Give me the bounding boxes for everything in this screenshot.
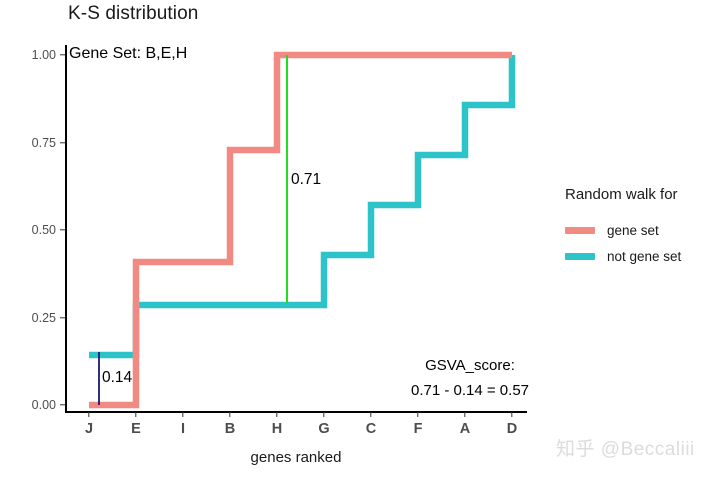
y-axis-line [65,45,67,412]
x-axis-line [65,411,527,413]
y-tick-mark [60,54,65,56]
x-tick-label-e: E [131,421,141,437]
legend-item-gene-set[interactable]: gene set [565,217,715,243]
x-tick-mark [182,412,184,417]
y-tick-mark [60,404,65,406]
x-tick-label-i: I [180,421,186,437]
legend-title: Random walk for [565,186,678,203]
legend-label-gene-set: gene set [607,222,659,238]
x-tick-mark [229,412,231,417]
x-tick-mark [417,412,419,417]
max-deviation-up-label: 0.71 [291,171,322,188]
x-tick-label-g: G [318,421,330,437]
y-tick-mark [60,316,65,319]
x-tick-mark [464,412,466,417]
gene-set-annotation: Gene Set: B,E,H [69,45,188,62]
x-tick-mark [370,412,372,417]
gsva-score-value: 0.71 - 0.14 = 0.57 [410,382,530,399]
x-tick-label-h: H [271,421,283,437]
max-deviation-down-label: 0.14 [102,369,133,386]
x-axis-title: genes ranked [250,449,342,466]
legend-key-not-gene-set [565,252,595,260]
x-tick-label-b: B [224,421,236,437]
y-tick-label: 0.00 [31,398,56,412]
y-tick-label: 0.25 [31,310,56,325]
y-tick-mark [60,229,65,231]
x-tick-label-a: A [459,421,471,437]
legend: Random walk for gene set not gene set [565,186,715,269]
gsva-score-title: GSVA_score: [425,357,515,374]
legend-label-not-gene-set: not gene set [607,248,682,264]
y-tick-label: 0.50 [31,223,56,237]
x-tick-label-f: F [413,421,423,437]
y-tick-label: 0.75 [31,135,56,150]
y-tick-mark [60,141,65,144]
x-tick-mark [276,412,278,417]
series-gene-set [89,51,512,409]
x-tick-label-c: C [365,421,377,437]
legend-item-not-gene-set[interactable]: not gene set [565,243,715,269]
chart-title: K-S distribution [68,3,199,24]
x-tick-mark [88,412,90,417]
x-tick-mark [511,412,513,417]
x-tick-label-d: D [506,421,518,437]
x-tick-mark [323,412,325,417]
x-tick-label-j: J [84,421,94,437]
watermark: 知乎 @Beccaliii [556,439,695,460]
legend-key-gene-set [565,226,595,234]
series-not-gene-set [89,55,516,359]
y-tick-label: 1.00 [31,48,56,62]
x-tick-mark [135,412,137,417]
